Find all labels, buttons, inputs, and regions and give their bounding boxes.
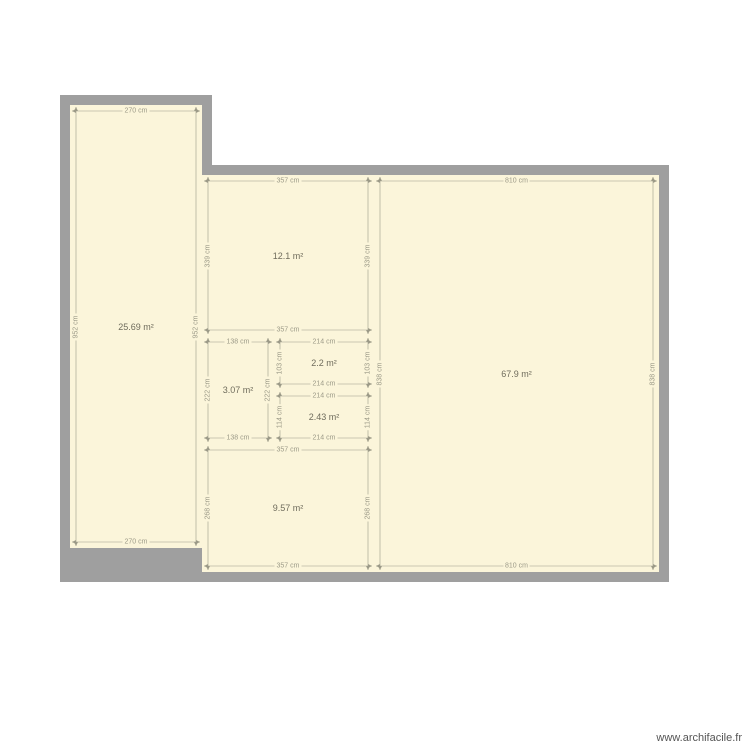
plan-svg (0, 0, 750, 750)
watermark: www.archifacile.fr (656, 732, 742, 744)
floor-plan-stage: www.archifacile.fr 270 cm270 cm952 cm952… (0, 0, 750, 750)
